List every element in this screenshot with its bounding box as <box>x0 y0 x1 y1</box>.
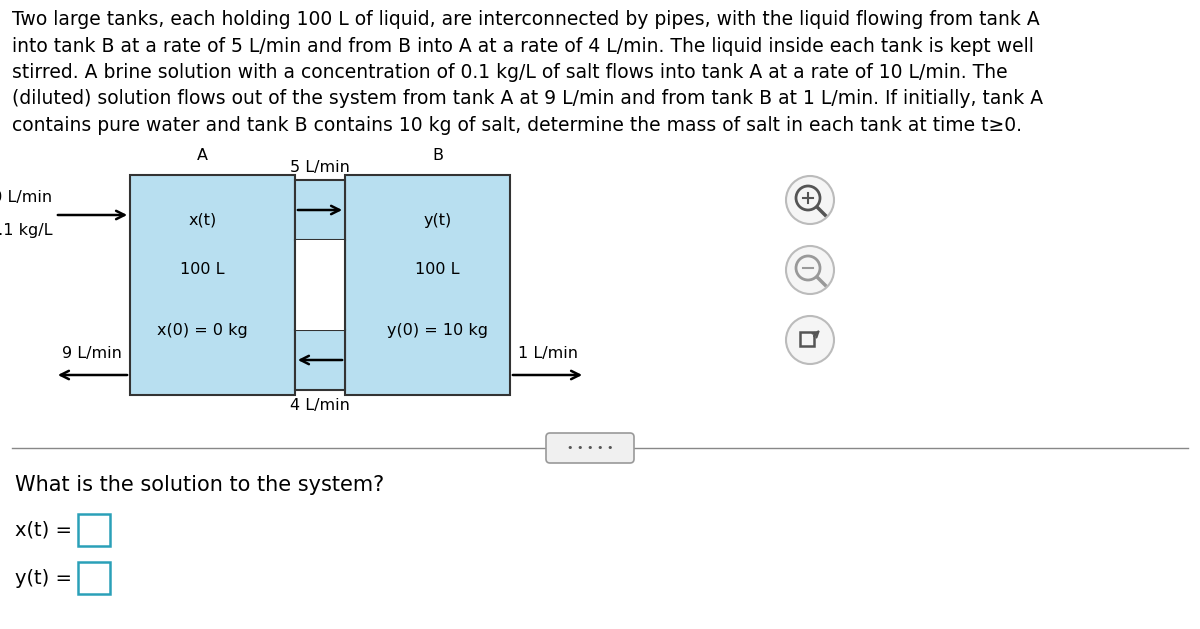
Bar <box>800 332 814 346</box>
Text: 10 L/min: 10 L/min <box>0 190 52 205</box>
Circle shape <box>786 176 834 224</box>
FancyBboxPatch shape <box>78 562 110 594</box>
Text: What is the solution to the system?: What is the solution to the system? <box>14 475 384 495</box>
Text: A: A <box>197 148 208 163</box>
Text: Two large tanks, each holding 100 L of liquid, are interconnected by pipes, with: Two large tanks, each holding 100 L of l… <box>12 10 1043 135</box>
Text: • • • • •: • • • • • <box>566 443 613 453</box>
Text: 4 L/min: 4 L/min <box>290 398 350 413</box>
Circle shape <box>786 316 834 364</box>
Text: 100 L: 100 L <box>415 262 460 277</box>
Bar <box>295 240 346 330</box>
Text: y(0) = 10 kg: y(0) = 10 kg <box>386 323 488 338</box>
Text: 5 L/min: 5 L/min <box>290 160 350 175</box>
Text: x(t) =: x(t) = <box>14 521 72 540</box>
Bar <box>346 175 510 395</box>
Text: y(t): y(t) <box>424 213 451 228</box>
FancyBboxPatch shape <box>78 514 110 546</box>
Bar <box>130 175 295 395</box>
Text: y(t) =: y(t) = <box>14 569 72 587</box>
Text: 0.1 kg/L: 0.1 kg/L <box>0 223 52 238</box>
Circle shape <box>786 246 834 294</box>
Text: 100 L: 100 L <box>180 262 224 277</box>
Text: B: B <box>432 148 443 163</box>
FancyBboxPatch shape <box>546 433 634 463</box>
Text: x(t): x(t) <box>188 213 217 228</box>
Text: 9 L/min: 9 L/min <box>62 346 122 361</box>
Bar <box>295 330 346 390</box>
Bar <box>295 180 346 240</box>
Text: x(0) = 0 kg: x(0) = 0 kg <box>157 323 248 338</box>
Text: 1 L/min: 1 L/min <box>518 346 578 361</box>
